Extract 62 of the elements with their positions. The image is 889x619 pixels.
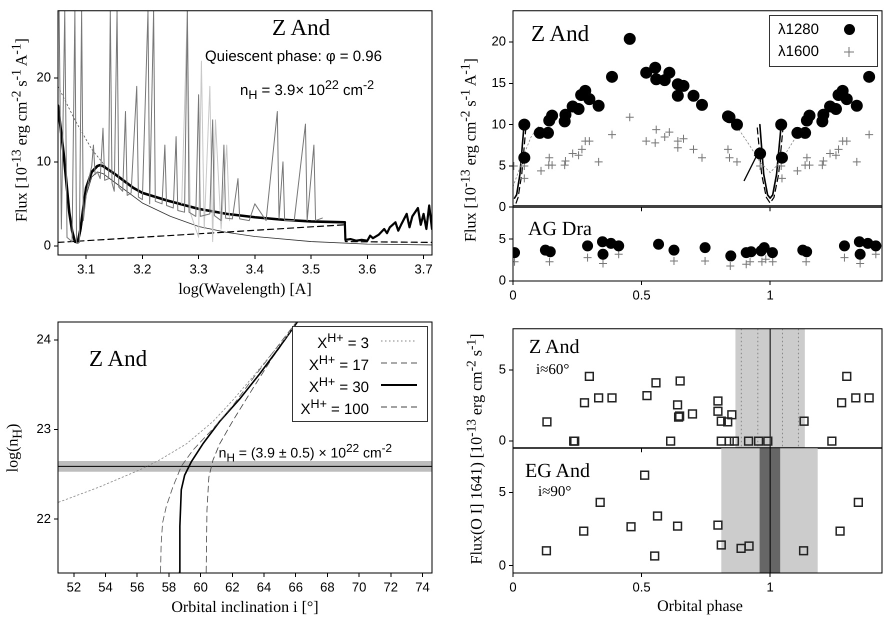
x-tick-label: 3.3 [190, 261, 208, 276]
x-tick-label: 70 [352, 579, 366, 594]
x-tick-label: 74 [415, 579, 430, 594]
annotation: AG Dra [528, 217, 592, 241]
legend-label: λ1280 [778, 21, 819, 38]
x-tick-label: 1 [766, 579, 774, 594]
annotation: n$_{H}$ = 3.9× 10$^{22}$ cm$^{-2}$ [240, 78, 374, 103]
y-tick-label: 20 [36, 70, 51, 85]
x-tick-label: 62 [225, 579, 240, 594]
x-tick-label: 0 [509, 579, 517, 594]
x-tick-label: 64 [256, 579, 272, 594]
y-tick-label: 0 [498, 272, 506, 288]
x-axis-title: Orbital phase [657, 598, 743, 616]
legend-label: X$^{H+}$ = 100 [300, 396, 369, 418]
annotation: EG And [525, 459, 590, 483]
y-tick-label: 15 [492, 74, 506, 90]
x-tick-label: 1 [766, 287, 774, 302]
x-tick-label: 3.2 [133, 261, 152, 276]
y-tick-label: 0 [498, 557, 506, 572]
x-tick-label: 3.1 [77, 261, 96, 276]
x-tick-label: 3.5 [302, 261, 320, 276]
x-tick-label: 72 [384, 579, 398, 594]
legend-label: X$^{H+}$ = 17 [308, 352, 369, 374]
y-tick-label: 23 [36, 421, 51, 436]
x-tick-label: 3.4 [246, 261, 264, 276]
annotation: Z And [529, 335, 580, 359]
legend-label: X$^{H+}$ = 30 [308, 374, 369, 396]
y-tick-label: 20 [492, 34, 506, 49]
x-tick-label: 66 [288, 579, 303, 594]
x-tick-label: 56 [130, 579, 144, 594]
annotation: Z And [89, 345, 148, 373]
y-tick-label: 24 [36, 332, 51, 347]
x-tick-label: 54 [98, 579, 113, 594]
annotation: i≈90° [538, 483, 572, 501]
x-tick-label: 0.5 [632, 579, 651, 594]
x-tick-label: 3.7 [414, 261, 433, 276]
legend-label: λ1600 [778, 43, 819, 60]
x-tick-label: 58 [162, 579, 176, 594]
ref-line-label: n$_{H}$ = (3.9 ± 0.5) × 10$^{22}$ cm$^{-2}$ [218, 442, 392, 465]
annotation: Z And [272, 14, 330, 42]
x-tick-label: 60 [193, 579, 208, 594]
x-axis-title: log(Wavelength) [A] [178, 281, 312, 299]
x-tick-label: 52 [66, 579, 82, 594]
y-tick-label: 10 [36, 153, 51, 168]
y-tick-label: 5 [498, 230, 506, 246]
y-tick-label: 0 [498, 198, 506, 214]
y-tick-label: 5 [498, 484, 506, 500]
annotation: Z And [531, 20, 590, 48]
y-tick-label: 10 [492, 116, 506, 132]
x-axis-title: Orbital inclination i [°] [171, 599, 319, 617]
legend-label: X$^{H+}$ = 3 [317, 330, 369, 352]
y-tick-label: 22 [36, 510, 51, 526]
y-tick-label: 5 [498, 362, 506, 377]
y-tick-label: 5 [498, 158, 506, 173]
x-tick-label: 0 [509, 287, 517, 302]
x-tick-label: 3.6 [358, 261, 376, 276]
annotation: i≈60° [536, 361, 570, 379]
y-tick-label: 0 [44, 237, 51, 252]
annotation: Quiescent phase: φ = 0.96 [205, 48, 382, 66]
y-tick-label: 0 [498, 432, 506, 448]
x-tick-label: 0.5 [632, 287, 651, 302]
x-tick-label: 68 [320, 579, 335, 594]
